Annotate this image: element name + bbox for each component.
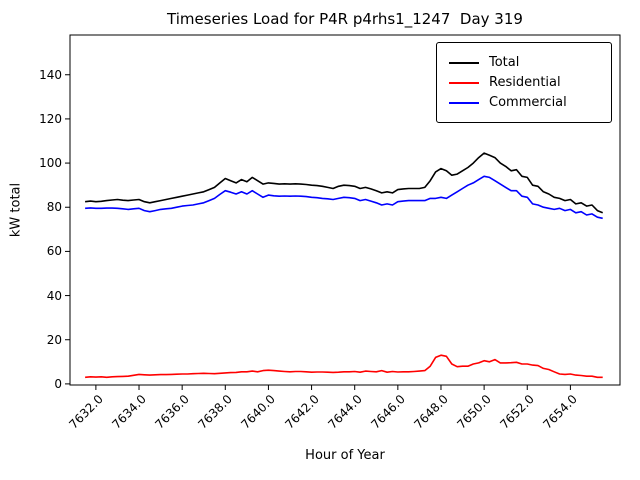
legend-item-total: Total [449, 55, 599, 70]
series-line-total [85, 152, 604, 214]
y-tick-label: 80 [46, 200, 62, 215]
chart-title: Timeseries Load for P4R p4rhs1_1247 Day … [167, 10, 523, 28]
series-line-commercial [85, 175, 603, 220]
legend-label-residential: Residential [489, 75, 561, 90]
commercial-line-swatch [449, 101, 479, 104]
y-tick-label: 40 [46, 288, 62, 303]
y-tick-label: 140 [39, 67, 62, 82]
legend-item-commercial: Commercial [449, 95, 599, 110]
residential-line-swatch [449, 81, 479, 84]
y-tick-label: 20 [46, 332, 62, 347]
legend-item-residential: Residential [449, 75, 599, 90]
legend-label-commercial: Commercial [489, 95, 567, 110]
y-tick-label: 120 [39, 111, 62, 126]
legend: Total Residential Commercial [436, 42, 612, 123]
legend-label-total: Total [489, 55, 520, 70]
x-axis-label: Hour of Year [305, 448, 385, 463]
axes-frame [69, 34, 621, 386]
y-tick-label: 100 [39, 156, 62, 171]
y-tick-label: 0 [54, 376, 62, 391]
series-line-residential [85, 354, 603, 379]
y-tick-label: 60 [46, 244, 62, 259]
total-line-swatch [449, 61, 479, 64]
